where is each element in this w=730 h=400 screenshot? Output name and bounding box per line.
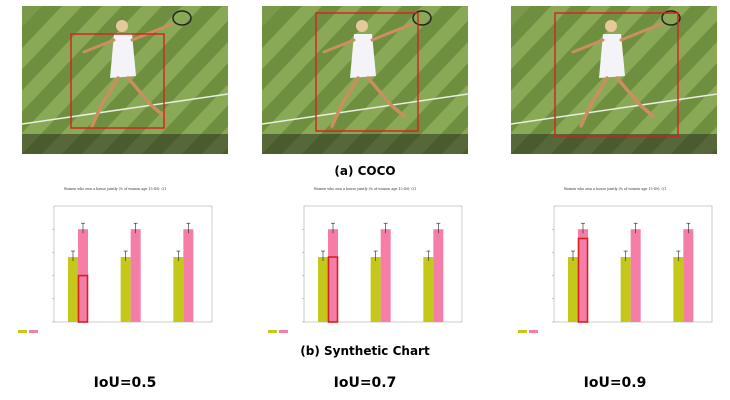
bar bbox=[381, 229, 391, 322]
player-head bbox=[116, 20, 128, 32]
tennis-player-image bbox=[22, 6, 228, 154]
bar bbox=[621, 257, 631, 322]
coco-photo-2 bbox=[262, 6, 468, 154]
chart-legend bbox=[268, 330, 288, 333]
bar bbox=[173, 257, 183, 322]
legend-swatch-yellow bbox=[18, 330, 27, 333]
synthetic-chart-3: Women who own a house jointly (% of wome… bbox=[512, 184, 718, 334]
synthetic-chart-2: Women who own a house jointly (% of wome… bbox=[262, 184, 468, 334]
iou-label-3: IoU=0.9 bbox=[512, 375, 718, 391]
bar bbox=[433, 229, 443, 322]
iou-label-2: IoU=0.7 bbox=[262, 375, 468, 391]
iou-label-1: IoU=0.5 bbox=[22, 375, 228, 391]
synthetic-caption: (b) Synthetic Chart bbox=[0, 344, 730, 358]
coco-photo-3 bbox=[511, 6, 717, 154]
shadow bbox=[22, 134, 228, 154]
bar-chart-svg bbox=[12, 184, 218, 334]
synthetic-chart-1: Women who own a house jointly (% of wome… bbox=[12, 184, 218, 334]
bar bbox=[673, 257, 683, 322]
bar-chart-svg bbox=[262, 184, 468, 334]
bar bbox=[318, 257, 328, 322]
legend-swatch-yellow bbox=[268, 330, 277, 333]
chart-legend bbox=[18, 330, 38, 333]
player-head bbox=[356, 20, 368, 32]
tennis-player-image bbox=[511, 6, 717, 154]
bar bbox=[578, 229, 588, 322]
bar bbox=[131, 229, 141, 322]
bar-chart-svg bbox=[512, 184, 718, 334]
bar bbox=[568, 257, 578, 322]
coco-photo-1 bbox=[22, 6, 228, 154]
player-head bbox=[605, 20, 617, 32]
bar bbox=[683, 229, 693, 322]
chart-legend bbox=[518, 330, 538, 333]
chart-title: Women who own a house jointly (% of wome… bbox=[12, 187, 218, 191]
legend-swatch-pink bbox=[279, 330, 288, 333]
legend-swatch-pink bbox=[29, 330, 38, 333]
tennis-player-image bbox=[262, 6, 468, 154]
shadow bbox=[511, 134, 717, 154]
bar bbox=[328, 229, 338, 322]
bar bbox=[121, 257, 131, 322]
bar bbox=[371, 257, 381, 322]
shadow bbox=[262, 134, 468, 154]
legend-swatch-pink bbox=[529, 330, 538, 333]
bar bbox=[631, 229, 641, 322]
chart-title: Women who own a house jointly (% of wome… bbox=[262, 187, 468, 191]
legend-swatch-yellow bbox=[518, 330, 527, 333]
bar bbox=[183, 229, 193, 322]
bar bbox=[68, 257, 78, 322]
bar bbox=[423, 257, 433, 322]
chart-title: Women who own a house jointly (% of wome… bbox=[512, 187, 718, 191]
coco-caption: (a) COCO bbox=[0, 164, 730, 178]
